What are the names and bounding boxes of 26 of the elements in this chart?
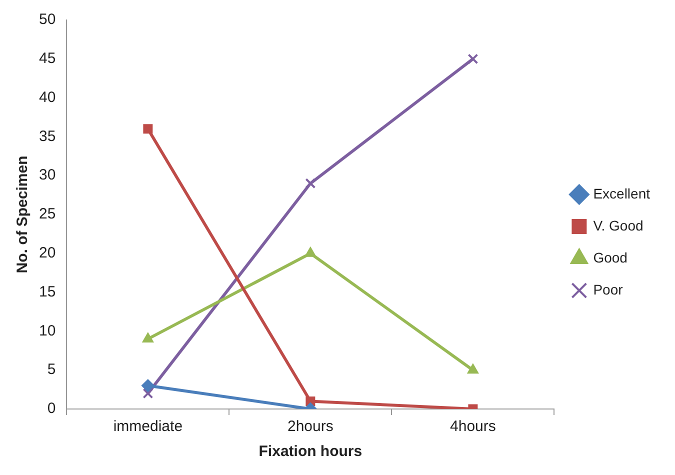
x-tick-label: 2hours xyxy=(288,418,334,436)
legend-label: V. Good xyxy=(593,217,644,234)
y-tick-label: 25 xyxy=(38,206,56,223)
y-tick-label: 50 xyxy=(38,11,56,28)
y-tick-label: 5 xyxy=(47,361,56,378)
point xyxy=(467,364,479,374)
point xyxy=(305,178,316,189)
x-tick-label: immediate xyxy=(113,418,183,436)
point xyxy=(468,54,478,64)
y-tick-label: 35 xyxy=(38,128,56,145)
y-tick-label: 10 xyxy=(38,322,56,340)
x-tick-label: 4hours xyxy=(450,418,496,436)
y-tick-label: 45 xyxy=(38,50,56,68)
y-tick-label: 15 xyxy=(38,283,56,300)
y-axis-title: No. of Specimen xyxy=(14,156,32,274)
legend-label: Excellent xyxy=(593,185,650,202)
y-tick-label: 0 xyxy=(47,400,56,418)
legend-label: Good xyxy=(593,249,628,266)
point xyxy=(142,332,154,342)
point xyxy=(143,124,153,134)
point xyxy=(304,246,316,257)
x-axis-title: Fixation hours xyxy=(258,443,362,460)
y-tick-label: 30 xyxy=(38,166,56,184)
y-tick-label: 40 xyxy=(38,88,56,106)
legend-label: Poor xyxy=(593,281,624,298)
y-tick-label: 20 xyxy=(38,244,56,262)
